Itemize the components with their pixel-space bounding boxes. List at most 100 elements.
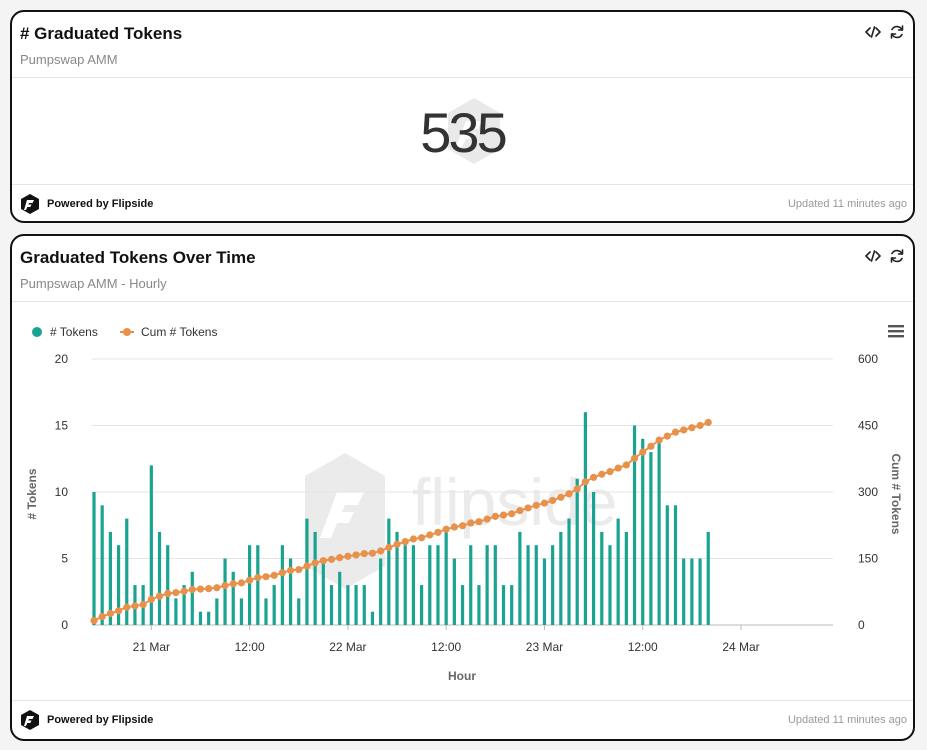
menu-icon[interactable] <box>888 325 904 338</box>
line-point <box>188 585 196 594</box>
line-point <box>491 512 499 520</box>
bar <box>567 518 571 625</box>
bar <box>280 545 284 625</box>
line-point <box>639 448 647 456</box>
line-point <box>557 493 565 501</box>
chart-card: Graduated Tokens Over Time Pumpswap AMM … <box>10 234 915 741</box>
card-subtitle: Pumpswap AMM - Hourly <box>20 276 167 291</box>
line-point <box>155 592 164 600</box>
card-title: Graduated Tokens Over Time <box>20 248 256 267</box>
line-point <box>573 485 581 493</box>
line-point <box>516 507 524 515</box>
bar <box>690 558 694 625</box>
bar <box>198 611 203 625</box>
y2-tick-label: 600 <box>858 352 878 366</box>
line-point <box>123 603 131 611</box>
line-point <box>196 585 205 593</box>
line-point <box>327 555 336 563</box>
bar <box>436 545 440 625</box>
line-point <box>205 585 213 593</box>
bar <box>403 545 407 625</box>
line-point <box>426 531 434 539</box>
line-point <box>696 421 704 430</box>
x-tick-label: 24 Mar <box>722 640 759 654</box>
header-divider <box>12 301 913 302</box>
kpi-card: # Graduated Tokens Pumpswap AMM 535 Powe… <box>10 10 915 223</box>
bar <box>682 558 686 625</box>
line-point <box>270 571 278 579</box>
line-point <box>172 589 180 597</box>
code-icon[interactable] <box>865 248 881 264</box>
legend-item-cum-tokens[interactable]: Cum # Tokens <box>120 325 217 339</box>
bar <box>329 585 334 625</box>
line-point <box>368 549 377 557</box>
line-point <box>180 587 188 595</box>
bar <box>125 518 129 625</box>
line-point <box>303 562 311 570</box>
line-point <box>458 522 467 530</box>
line-point <box>98 612 106 621</box>
axes: 0 5 10 15 20 0 150 300 450 600 21 Mar 12:00 22 Mar 12… <box>55 352 879 654</box>
y2-tick-label: 450 <box>858 419 878 433</box>
line-point <box>671 428 680 436</box>
bar <box>272 585 276 625</box>
chart-svg: flipside # Tokens Cum # Tokens 051015200… <box>25 325 904 683</box>
y2-tick-label: 300 <box>858 485 878 499</box>
x-tick-label: 22 Mar <box>329 640 366 654</box>
bar <box>485 545 489 625</box>
bar <box>264 598 268 625</box>
line-point <box>532 501 540 509</box>
legend-marker-tokens <box>32 327 42 337</box>
card-actions <box>865 24 905 40</box>
line-point <box>344 552 352 560</box>
bar <box>174 598 178 625</box>
legend-item-tokens[interactable]: # Tokens <box>32 325 98 339</box>
powered-by[interactable]: Powered by Flipside <box>20 193 153 215</box>
footer-divider <box>12 700 913 701</box>
card-title: # Graduated Tokens <box>20 24 183 43</box>
refresh-icon[interactable] <box>889 248 905 264</box>
line-point <box>499 511 508 519</box>
legend-label-tokens: # Tokens <box>50 325 98 339</box>
bar <box>182 585 186 625</box>
bar <box>116 545 121 625</box>
bar <box>157 531 162 625</box>
bar <box>444 531 448 625</box>
line-point <box>213 584 221 592</box>
line-point <box>139 601 147 609</box>
bar <box>501 585 506 625</box>
bar <box>698 558 702 625</box>
x-tick-label: 23 Mar <box>526 640 563 654</box>
line-point <box>508 510 516 518</box>
flipside-logo-icon <box>21 710 39 730</box>
bar <box>460 585 465 625</box>
refresh-icon[interactable] <box>889 24 905 40</box>
line-point <box>164 589 172 598</box>
line-point <box>622 461 630 469</box>
line-point <box>565 490 573 498</box>
line-point <box>467 519 475 527</box>
line-point <box>278 569 286 577</box>
bar <box>215 598 219 625</box>
bar <box>362 585 366 625</box>
bar <box>321 558 325 625</box>
line-point <box>246 576 254 584</box>
line-point <box>409 535 418 543</box>
bar <box>297 598 301 625</box>
flipside-logo-icon <box>21 194 39 214</box>
bar <box>657 438 661 625</box>
bar <box>575 478 579 625</box>
line-point <box>655 436 663 444</box>
bar <box>551 545 555 625</box>
line-point <box>352 551 360 559</box>
powered-by[interactable]: Powered by Flipside <box>20 709 153 731</box>
y-tick-label: 5 <box>61 552 68 566</box>
bar <box>100 505 104 625</box>
line-point <box>229 580 237 588</box>
line-point <box>311 559 319 567</box>
bar <box>248 545 252 625</box>
line-point <box>688 424 696 432</box>
code-icon[interactable] <box>865 24 881 40</box>
line-point <box>540 499 549 507</box>
line-point <box>434 528 442 536</box>
